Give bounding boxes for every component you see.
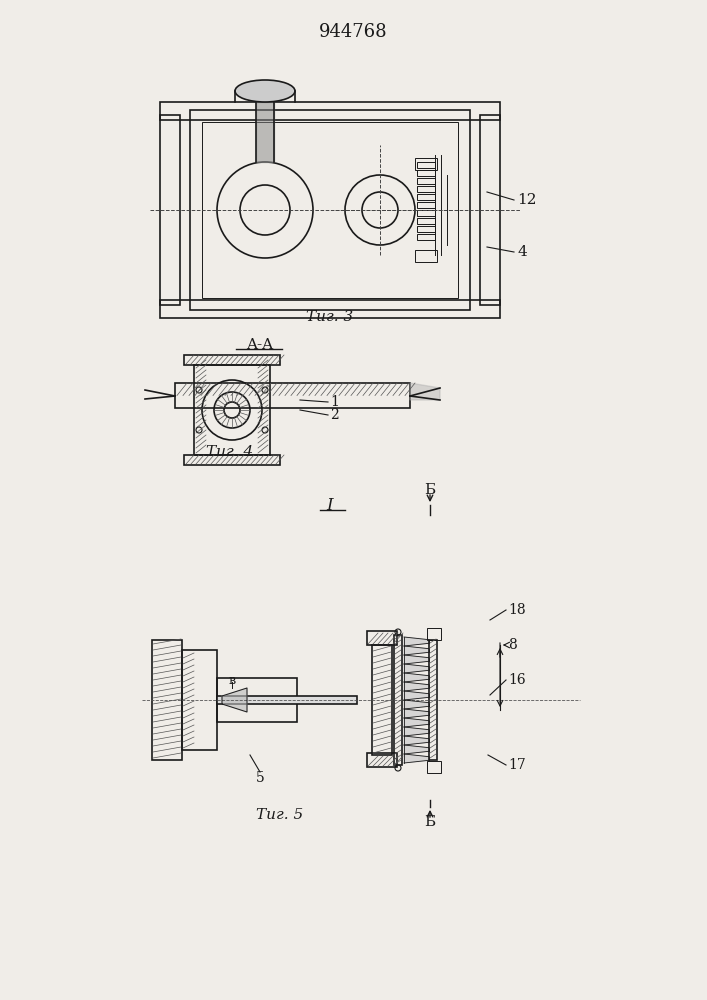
Polygon shape [404,664,429,673]
Bar [415,250,437,262]
Bar [417,162,435,168]
Polygon shape [404,709,429,718]
Polygon shape [404,655,429,664]
Polygon shape [410,383,440,400]
Text: I: I [327,496,333,514]
Bar [217,678,297,722]
Polygon shape [222,688,247,712]
Polygon shape [404,754,429,763]
Bar [182,650,217,750]
Bar [184,455,280,465]
Bar [417,202,435,208]
Text: Τиг. 4: Τиг. 4 [206,445,254,459]
Ellipse shape [235,80,295,102]
Bar [152,640,182,760]
Bar [417,194,435,200]
Bar [202,122,458,298]
Bar [372,645,392,755]
Bar [417,226,435,232]
Text: 944768: 944768 [319,23,387,41]
Bar [175,383,410,408]
Bar [417,210,435,216]
Bar [427,628,441,640]
Polygon shape [404,745,429,754]
Bar [427,761,441,773]
Bar [394,635,402,765]
Polygon shape [404,673,429,682]
Bar [367,631,397,645]
Text: 18: 18 [508,603,525,617]
Bar [367,753,397,767]
Polygon shape [404,646,429,655]
Bar [194,365,270,455]
Text: Б: Б [424,815,436,829]
Text: 8: 8 [508,638,517,652]
Polygon shape [404,718,429,727]
Bar [190,110,470,310]
Text: 2: 2 [330,408,339,422]
Bar [417,178,435,184]
Bar [417,186,435,192]
Bar [160,115,180,305]
Text: 16: 16 [508,673,525,687]
Bar [217,696,357,704]
Bar [160,102,500,120]
Bar [417,170,435,176]
Polygon shape [404,727,429,736]
Text: 12: 12 [517,193,537,207]
Text: Б: Б [424,483,436,497]
Text: 4: 4 [517,245,527,259]
Polygon shape [404,736,429,745]
Bar [160,300,500,318]
Text: 5: 5 [256,771,264,785]
Bar [184,355,280,365]
Text: 1: 1 [330,395,339,409]
Polygon shape [404,637,429,646]
Bar [429,640,437,760]
Bar [417,218,435,224]
Text: A-A: A-A [247,338,274,352]
Text: Τиг. 3: Τиг. 3 [306,310,354,324]
Text: 17: 17 [508,758,526,772]
Text: в: в [228,674,235,686]
Text: Τиг. 5: Τиг. 5 [257,808,303,822]
Polygon shape [404,691,429,700]
Bar [417,234,435,240]
Bar [415,158,437,170]
Polygon shape [404,682,429,691]
Bar [480,115,500,305]
Polygon shape [404,700,429,709]
